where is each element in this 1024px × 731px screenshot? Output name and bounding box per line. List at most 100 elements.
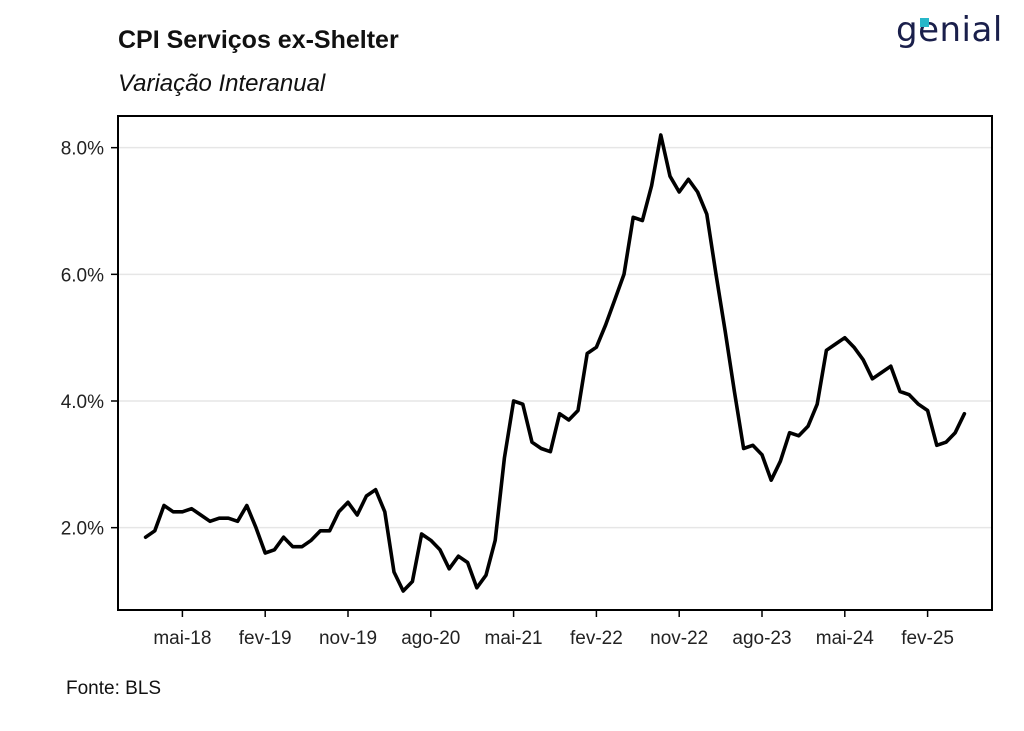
data-point xyxy=(439,549,441,551)
data-point xyxy=(218,517,220,519)
data-point xyxy=(798,435,800,437)
data-point xyxy=(190,507,193,510)
data-point xyxy=(871,378,874,380)
data-point xyxy=(641,219,644,222)
y-tick-label: 8.0% xyxy=(61,139,104,160)
data-point xyxy=(512,400,515,402)
data-point xyxy=(604,324,607,326)
data-point xyxy=(853,346,855,348)
data-point xyxy=(926,409,929,412)
chart-title: CPI Serviços ex-Shelter xyxy=(118,26,399,54)
x-tick-label: mai-24 xyxy=(816,628,875,649)
data-point xyxy=(687,178,690,181)
x-tick-label: nov-22 xyxy=(650,628,708,649)
data-point xyxy=(540,447,542,450)
data-point xyxy=(227,517,230,519)
data-point xyxy=(273,549,276,551)
data-point xyxy=(954,431,956,434)
x-tick-label: fev-22 xyxy=(570,628,623,649)
data-point xyxy=(503,457,506,459)
y-tick-label: 4.0% xyxy=(61,392,104,413)
data-point xyxy=(862,359,864,361)
data-point xyxy=(494,539,497,542)
data-point xyxy=(761,454,763,456)
x-tick-label: fev-19 xyxy=(239,628,292,649)
data-point xyxy=(568,419,570,421)
data-point xyxy=(595,346,598,348)
y-tick-label: 2.0% xyxy=(61,519,104,540)
data-point xyxy=(154,530,156,532)
data-point xyxy=(880,371,883,374)
data-point xyxy=(706,213,708,215)
x-tick-label: mai-21 xyxy=(485,628,543,649)
data-point xyxy=(522,403,524,405)
data-point xyxy=(264,552,267,554)
data-point xyxy=(669,175,671,177)
data-point xyxy=(402,590,405,592)
source-note: Fonte: BLS xyxy=(66,678,162,699)
data-point xyxy=(301,545,303,548)
data-point xyxy=(181,511,184,513)
data-point xyxy=(384,511,386,513)
data-point xyxy=(908,393,910,396)
x-tick-label: nov-19 xyxy=(319,628,377,649)
data-point xyxy=(393,571,395,573)
data-point xyxy=(788,431,791,434)
data-point xyxy=(816,403,818,405)
data-point xyxy=(586,352,588,355)
data-point xyxy=(466,561,469,564)
x-axis: mai-18 fev-19 nov-19 ago-20 mai-21 fev-22 nov-… xyxy=(153,610,954,649)
data-point xyxy=(356,514,359,516)
data-point xyxy=(476,587,478,589)
data-point xyxy=(936,444,938,447)
data-point xyxy=(834,343,837,345)
data-point xyxy=(310,539,313,542)
data-point xyxy=(292,545,294,548)
data-point xyxy=(485,574,487,576)
y-tick-label: 6.0% xyxy=(61,265,104,286)
data-point xyxy=(347,501,349,504)
genial-logo: genial xyxy=(896,10,1003,50)
data-point xyxy=(448,568,451,570)
data-point xyxy=(430,539,432,542)
data-point xyxy=(338,511,340,513)
data-point xyxy=(420,533,423,535)
data-point xyxy=(374,488,377,491)
data-point xyxy=(549,450,552,453)
data-point xyxy=(255,526,257,529)
x-tick-label: ago-23 xyxy=(732,628,791,649)
data-point xyxy=(246,504,248,507)
data-point xyxy=(365,495,368,497)
data-point xyxy=(200,514,202,516)
data-point xyxy=(807,425,809,428)
data-point xyxy=(236,520,239,523)
data-point xyxy=(411,580,414,583)
data-point xyxy=(319,530,322,532)
data-point xyxy=(144,536,147,538)
data-point xyxy=(172,511,174,513)
gridlines xyxy=(118,146,992,529)
data-point xyxy=(650,184,653,187)
x-tick-label: ago-20 xyxy=(401,628,460,649)
data-point xyxy=(163,504,165,507)
x-tick-label: mai-18 xyxy=(153,628,211,649)
data-point xyxy=(742,447,745,450)
data-point xyxy=(899,390,901,393)
chart-subtitle: Variação Interanual xyxy=(118,70,326,97)
data-point xyxy=(623,273,625,276)
data-point xyxy=(632,216,634,219)
data-point xyxy=(660,134,662,136)
data-point xyxy=(825,349,828,352)
data-point xyxy=(917,403,920,405)
data-point xyxy=(678,191,680,193)
data-point xyxy=(890,365,892,367)
y-axis: 2.0% 4.0% 6.0% 8.0% xyxy=(61,139,118,540)
data-point xyxy=(733,390,736,393)
data-point xyxy=(614,298,616,301)
data-point xyxy=(577,409,579,412)
plot-frame xyxy=(117,115,993,611)
series-line-cpi-services-ex-shelter xyxy=(143,133,967,593)
data-point xyxy=(752,444,754,447)
data-point xyxy=(945,441,947,443)
